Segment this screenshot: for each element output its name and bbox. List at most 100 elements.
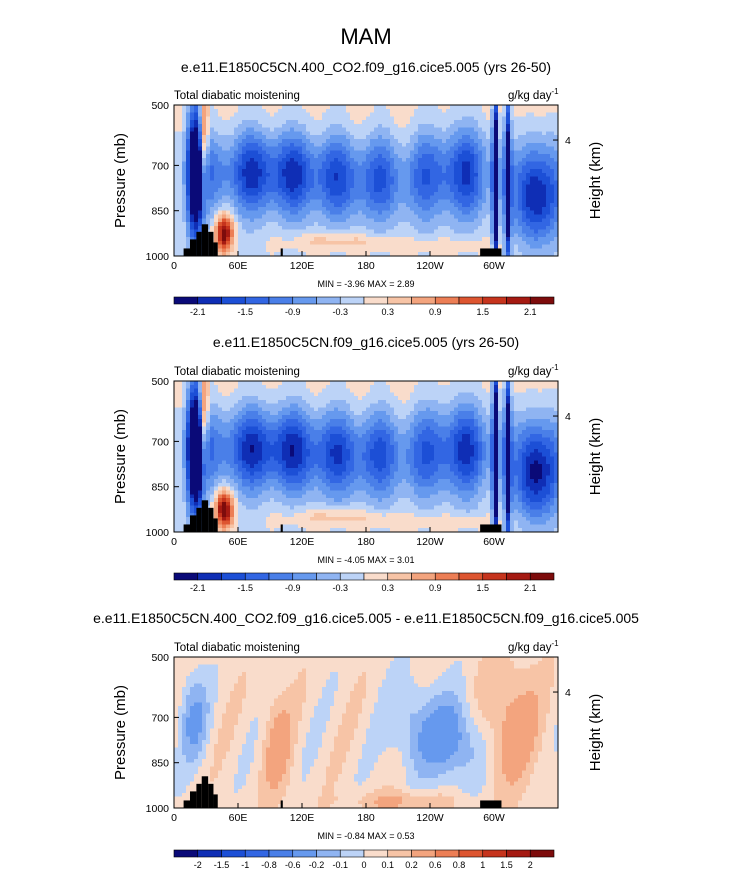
heatmap-cell — [450, 240, 455, 246]
heatmap-cell — [390, 396, 395, 401]
heatmap-cell — [294, 146, 299, 151]
heatmap-cell — [498, 131, 503, 136]
heatmap-cell — [174, 229, 179, 234]
heatmap-cell — [474, 112, 479, 117]
heatmap-cell — [394, 392, 399, 397]
heatmap-cell — [358, 157, 363, 163]
heatmap-cell — [446, 237, 451, 242]
heatmap-cell — [350, 225, 355, 230]
heatmap-cell — [350, 411, 355, 416]
heatmap-cell — [418, 210, 423, 215]
heatmap-cell — [346, 407, 351, 412]
heatmap-cell — [318, 142, 323, 147]
heatmap-cell — [410, 392, 415, 397]
heatmap-cell — [450, 138, 455, 144]
heatmap-cell — [486, 176, 491, 181]
heatmap-cell — [354, 184, 359, 189]
heatmap-cell — [258, 116, 263, 121]
heatmap-cell — [250, 214, 255, 219]
heatmap-cell — [294, 225, 299, 230]
heatmap-cell — [366, 414, 371, 420]
heatmap-cell — [226, 381, 231, 386]
heatmap-cell — [350, 388, 355, 393]
heatmap-cell — [190, 142, 195, 147]
heatmap-cell — [514, 157, 519, 163]
heatmap-cell — [378, 184, 383, 189]
heatmap-cell — [442, 414, 447, 420]
heatmap-cell — [314, 396, 319, 401]
heatmap-cell — [186, 388, 191, 393]
heatmap-cell — [526, 184, 531, 189]
heatmap-cell — [230, 154, 235, 159]
heatmap-cell — [526, 229, 531, 234]
heatmap-cell — [234, 206, 239, 212]
heatmap-cell — [386, 154, 391, 159]
heatmap-cell — [414, 157, 419, 163]
heatmap-cell — [282, 218, 287, 223]
heatmap-cell — [226, 184, 231, 189]
heatmap-cell — [518, 165, 523, 170]
heatmap-cell — [518, 403, 523, 408]
heatmap-cell — [526, 381, 531, 386]
heatmap-cell — [534, 418, 539, 423]
heatmap-cell — [274, 203, 279, 208]
heatmap-cell — [506, 138, 511, 144]
heatmap-cell — [378, 191, 383, 196]
heatmap-cell — [222, 214, 227, 219]
heatmap-cell — [434, 191, 439, 196]
heatmap-cell — [186, 418, 191, 423]
heatmap-cell — [378, 120, 383, 125]
heatmap-cell — [410, 399, 415, 405]
heatmap-cell — [254, 180, 259, 185]
heatmap-cell — [226, 206, 231, 212]
heatmap-cell — [342, 131, 347, 136]
heatmap-cell — [494, 165, 499, 170]
heatmap-cell — [386, 248, 391, 253]
heatmap-cell — [370, 176, 375, 181]
heatmap-cell — [178, 161, 183, 166]
heatmap-cell — [326, 138, 331, 144]
heatmap-cell — [438, 161, 443, 166]
heatmap-cell — [242, 188, 247, 193]
heatmap-cell — [414, 418, 419, 423]
heatmap-cell — [486, 195, 491, 200]
heatmap-cell — [346, 176, 351, 181]
heatmap-cell — [434, 169, 439, 174]
heatmap-cell — [266, 138, 271, 144]
heatmap-cell — [390, 112, 395, 117]
heatmap-cell — [314, 388, 319, 393]
heatmap-cell — [454, 116, 459, 121]
heatmap-cell — [266, 411, 271, 416]
heatmap-cell — [226, 180, 231, 185]
heatmap-cell — [450, 399, 455, 405]
heatmap-cell — [454, 112, 459, 117]
heatmap-cell — [434, 127, 439, 132]
heatmap-cell — [270, 142, 275, 147]
heatmap-cell — [254, 131, 259, 136]
heatmap-cell — [206, 414, 211, 420]
heatmap-cell — [306, 135, 311, 140]
heatmap-cell — [218, 399, 223, 405]
heatmap-cell — [298, 411, 303, 416]
heatmap-cell — [410, 210, 415, 215]
heatmap-cell — [550, 135, 555, 140]
heatmap-cell — [442, 157, 447, 163]
heatmap-cell — [466, 142, 471, 147]
heatmap-cell — [450, 392, 455, 397]
heatmap-cell — [418, 399, 423, 405]
heatmap-cell — [526, 108, 531, 113]
heatmap-cell — [206, 138, 211, 144]
heatmap-cell — [474, 384, 479, 389]
heatmap-cell — [194, 414, 199, 420]
heatmap-cell — [426, 146, 431, 151]
heatmap-cell — [178, 229, 183, 234]
heatmap-cell — [206, 184, 211, 189]
heatmap-cell — [454, 146, 459, 151]
heatmap-cell — [502, 229, 507, 234]
heatmap-cell — [310, 169, 315, 174]
heatmap-cell — [350, 414, 355, 420]
heatmap-cell — [494, 195, 499, 200]
heatmap-cell — [418, 199, 423, 204]
heatmap-cell — [202, 392, 207, 397]
heatmap-cell — [186, 403, 191, 408]
